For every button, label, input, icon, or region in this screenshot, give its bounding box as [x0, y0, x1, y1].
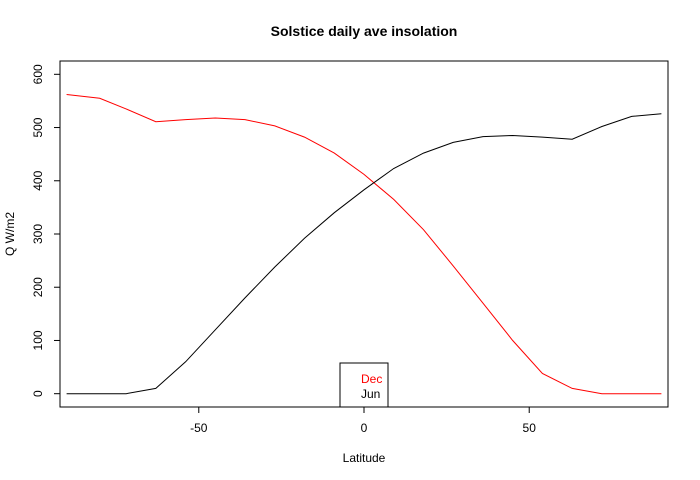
y-axis: 0 100 200 300 400 500 600	[31, 64, 60, 397]
x-tick-label: -50	[190, 421, 208, 435]
x-tick-label: 0	[361, 421, 368, 435]
y-tick-label: 600	[31, 64, 45, 84]
plot-frame	[59, 60, 669, 408]
series-layer	[66, 94, 662, 395]
x-tick-label: 50	[523, 421, 537, 435]
legend-label-jun: Jun	[361, 387, 380, 401]
series-line-dec	[66, 94, 662, 395]
y-tick-label: 200	[31, 277, 45, 297]
y-tick-label: 0	[31, 390, 45, 397]
chart-title: Solstice daily ave insolation	[271, 23, 458, 39]
y-tick-label: 500	[31, 117, 45, 137]
y-tick-label: 300	[31, 224, 45, 244]
y-tick-label: 100	[31, 330, 45, 350]
x-axis-label: Latitude	[343, 451, 386, 465]
series-line-jun	[66, 113, 662, 395]
y-axis-label: Q W/m2	[3, 212, 17, 256]
x-axis: -50 0 50	[190, 407, 536, 435]
legend-label-dec: Dec	[361, 372, 382, 386]
y-tick-label: 400	[31, 170, 45, 190]
legend-box	[339, 362, 389, 408]
